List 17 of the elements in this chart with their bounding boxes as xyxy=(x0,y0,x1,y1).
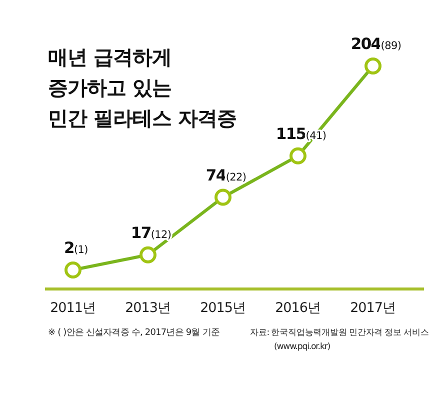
data-label: 74(22) xyxy=(206,166,246,184)
x-tick-label: 2013년 xyxy=(125,300,171,316)
point xyxy=(364,58,382,74)
point xyxy=(290,147,306,164)
x-tick-label: 2011년 xyxy=(50,300,96,316)
point xyxy=(64,261,82,278)
text: 자료: 한국직업능력개발원 민간자격 정보 서비스 (www.pqi.or.kr) xyxy=(250,328,430,352)
text: 매년 급격하게 증가하고 있는 민간 필라테스 자격증 xyxy=(48,45,236,130)
text: ※ ( )안은 신설자격증 수, 2017년은 9월 기준 xyxy=(48,328,220,338)
data-label: 204(89) xyxy=(350,35,402,53)
x-tick-label: 2015년 xyxy=(200,300,246,316)
x-tick-label: 2016년 xyxy=(275,300,321,316)
x-tick-label: 2017년 xyxy=(350,300,396,316)
data-label: 17(12) xyxy=(130,224,172,242)
data-label: 2(1) xyxy=(64,238,88,257)
point xyxy=(214,188,232,206)
point xyxy=(140,246,156,264)
